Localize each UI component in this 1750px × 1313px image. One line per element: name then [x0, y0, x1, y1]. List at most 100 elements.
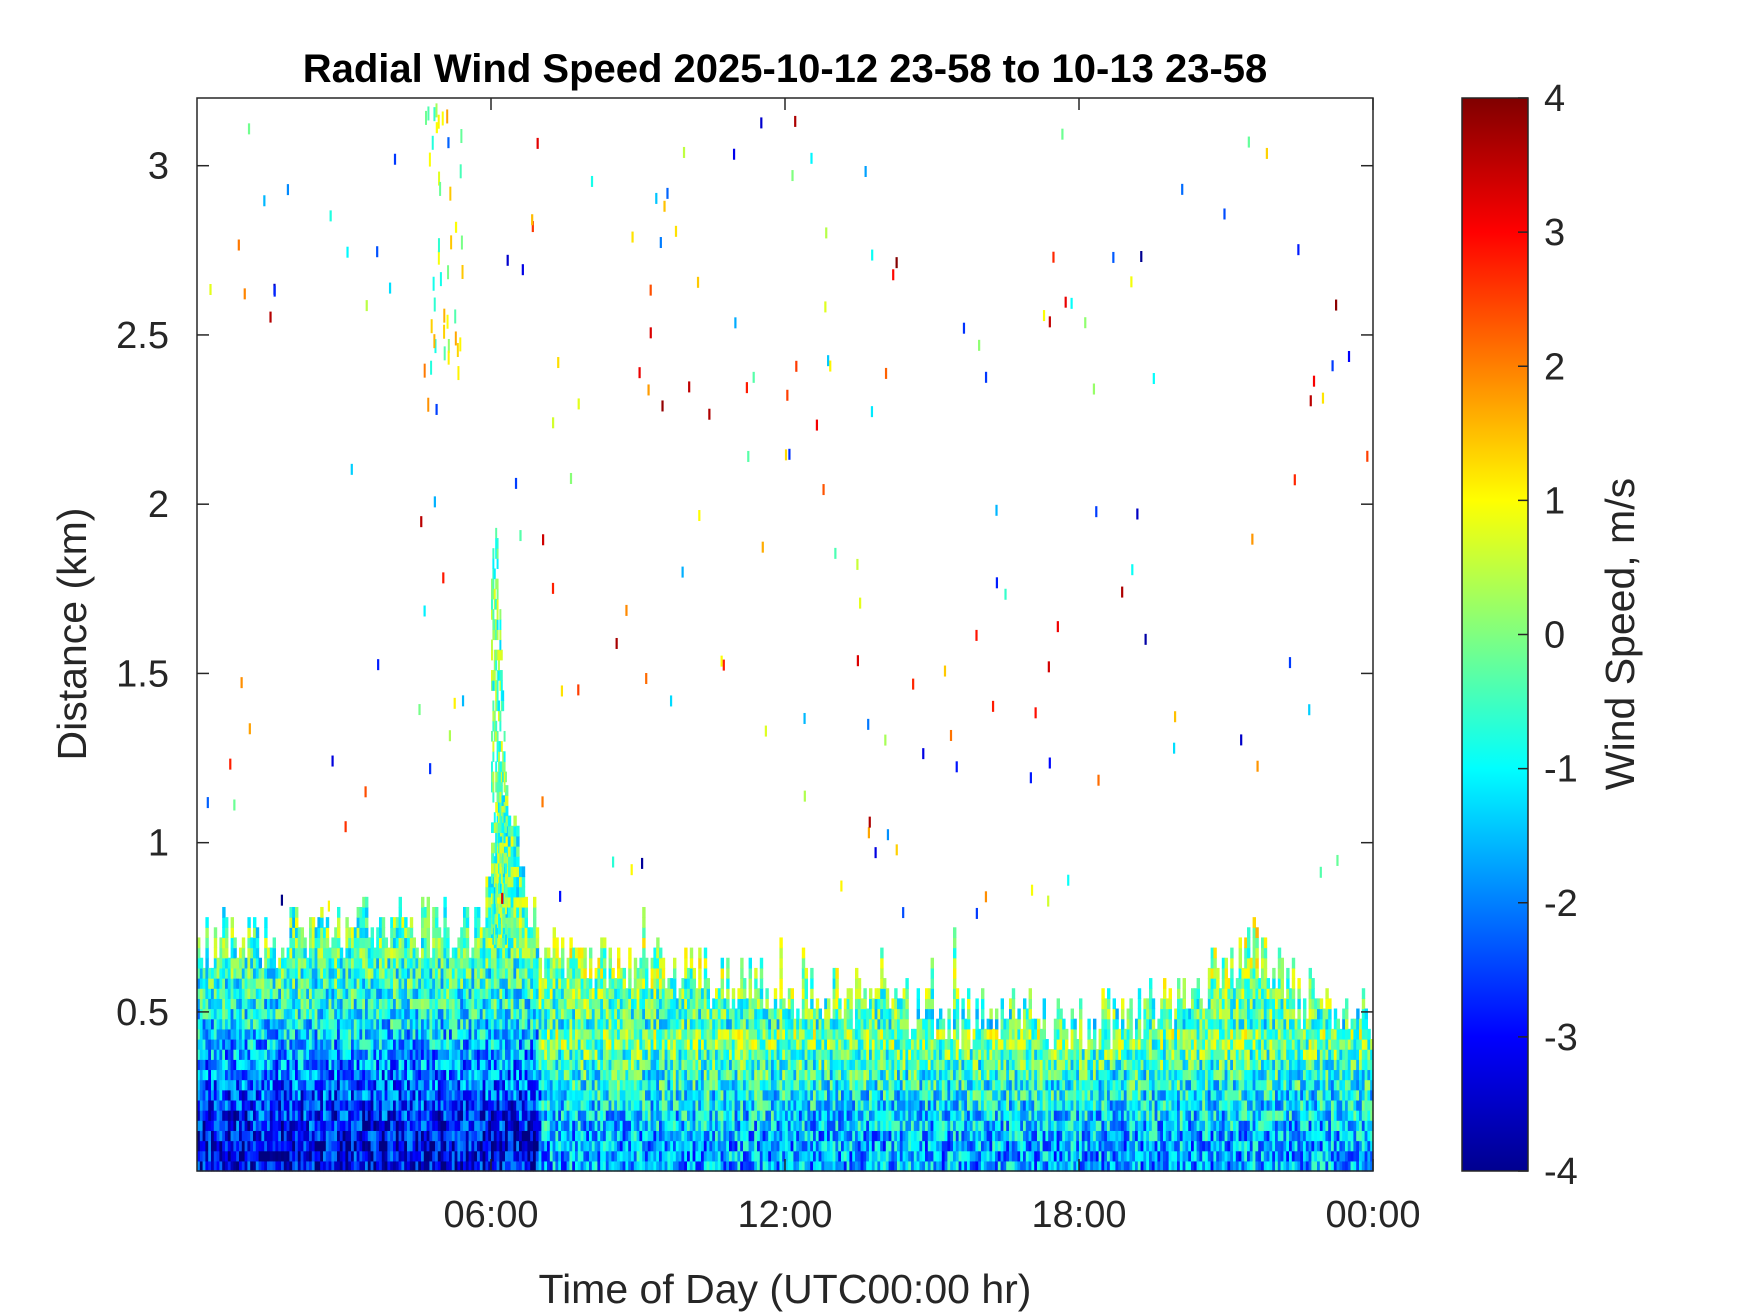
- heat-cell: [566, 1099, 570, 1111]
- heat-cell: [572, 1038, 576, 1050]
- heat-cell: [533, 1089, 537, 1101]
- heat-cell: [558, 1069, 562, 1081]
- heat-cell: [323, 1120, 327, 1131]
- heat-cell: [292, 1028, 296, 1040]
- heat-cell: [423, 937, 428, 949]
- heat-cell: [423, 1099, 428, 1111]
- heat-cell: [507, 927, 512, 939]
- heat-cell: [499, 988, 503, 999]
- heat-cell: [510, 835, 514, 847]
- heat-cell: [796, 1008, 800, 1020]
- heat-cell: [485, 876, 489, 888]
- heat-cell: [395, 1110, 400, 1121]
- heat-cell: [577, 1120, 582, 1131]
- heat-cell: [247, 1008, 251, 1020]
- heat-cell: [211, 1089, 215, 1101]
- heat-cell: [465, 1150, 470, 1162]
- heat-cell: [314, 978, 318, 989]
- heat-cell: [611, 1140, 615, 1152]
- heat-cell: [412, 988, 416, 999]
- heat-cell: [390, 978, 394, 989]
- heat-cell: [594, 1049, 598, 1060]
- heat-cell: [362, 1038, 366, 1050]
- heat-cell: [213, 1079, 218, 1091]
- heat-cell: [631, 1028, 635, 1040]
- heat-cell: [199, 1130, 204, 1142]
- heat-cell: [381, 1049, 386, 1060]
- heat-cell: [661, 957, 666, 969]
- heat-cell: [390, 1069, 394, 1081]
- heat-cell: [566, 967, 570, 979]
- heat-cell: [345, 1038, 349, 1050]
- heat-cell: [496, 1120, 500, 1131]
- heat-cell: [297, 1038, 302, 1050]
- heat-cell: [415, 1160, 419, 1172]
- heat-cell: [527, 927, 531, 939]
- heat-cell: [765, 998, 769, 1010]
- heat-cell: [289, 1110, 293, 1121]
- heat-cell: [611, 1038, 615, 1050]
- heat-cell: [261, 1018, 265, 1030]
- heat-cell: [600, 1130, 604, 1142]
- heat-cell: [533, 927, 537, 939]
- heat-cell: [628, 988, 632, 999]
- heat-cell: [258, 1038, 262, 1050]
- heat-cell: [379, 978, 383, 989]
- heat-cell: [457, 1079, 461, 1091]
- heat-cell: [365, 1008, 369, 1020]
- heat-cell: [216, 998, 220, 1010]
- heat-cell: [264, 1028, 268, 1040]
- heat-cell: [611, 967, 615, 979]
- heat-cell: [351, 1079, 355, 1091]
- heat-cell: [233, 1110, 237, 1121]
- heat-cell: [558, 1150, 562, 1162]
- heat-cell: [281, 1069, 285, 1081]
- heat-cell: [306, 1069, 310, 1081]
- heat-cell: [533, 1018, 537, 1030]
- heat-cell: [631, 1099, 635, 1111]
- heat-cell: [353, 1069, 358, 1081]
- heat-cell: [306, 1079, 310, 1091]
- heat-cell: [547, 1059, 551, 1071]
- heat-cell: [415, 1099, 419, 1111]
- heat-cell: [435, 1049, 439, 1060]
- heat-cell: [317, 1069, 321, 1081]
- heat-cell: [496, 1008, 500, 1020]
- heat-cell: [580, 1120, 584, 1131]
- heat-cell: [614, 1038, 618, 1050]
- heat-cell: [278, 1059, 282, 1071]
- heat-cell: [407, 1038, 411, 1050]
- heat-cell: [544, 998, 548, 1010]
- heat-cell: [502, 1110, 506, 1121]
- heat-cell: [421, 988, 425, 999]
- heat-cell: [440, 1049, 444, 1060]
- heat-cell: [418, 1110, 422, 1121]
- heat-cell: [451, 1150, 456, 1162]
- heat-cell: [323, 967, 327, 979]
- heat-cell: [253, 1018, 257, 1030]
- heat-cell: [222, 937, 226, 949]
- heat-cell: [373, 1130, 377, 1142]
- heat-cell: [395, 998, 400, 1010]
- heat-cell: [538, 1079, 542, 1091]
- heat-cell: [611, 1069, 615, 1081]
- heat-cell: [295, 1120, 299, 1131]
- heat-cell: [499, 967, 503, 979]
- heat-cell: [415, 1130, 419, 1142]
- heat-cell: [463, 1018, 467, 1030]
- heat-cell: [239, 967, 243, 979]
- heat-cell: [199, 1008, 204, 1020]
- heat-cell: [317, 1008, 321, 1020]
- heat-cell: [552, 1008, 556, 1020]
- heat-cell: [345, 1160, 349, 1172]
- heat-cell: [390, 1008, 394, 1020]
- heat-cell: [591, 998, 596, 1010]
- heat-cell: [519, 927, 523, 939]
- heat-cell: [314, 1110, 318, 1121]
- heat-cell: [488, 1008, 492, 1020]
- heat-cell: [272, 937, 276, 949]
- heat-cell: [631, 1140, 635, 1152]
- heat-cell: [253, 1160, 257, 1172]
- heat-cell: [479, 1059, 484, 1071]
- heat-cell: [395, 967, 400, 979]
